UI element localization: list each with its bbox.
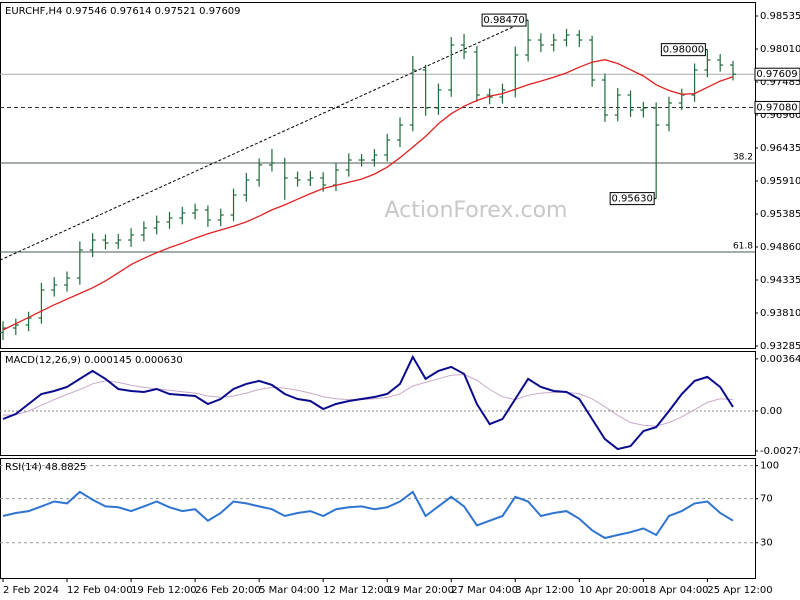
y-tick-label: 0.93285	[760, 341, 800, 352]
x-tick-label: 5 Mar 04:00	[259, 585, 319, 596]
panel-title: RSI(14) 48.8825	[5, 462, 86, 473]
x-tick-label: 10 Apr 20:00	[579, 585, 644, 596]
y-tick-label: 0.96960	[760, 110, 800, 121]
series-line	[2, 354, 734, 451]
level-box	[754, 100, 800, 114]
price-box	[660, 43, 706, 57]
price-box-label: 0.98000	[663, 45, 704, 56]
last-price-label: 0.97609	[756, 69, 797, 80]
y-tick-label: 0.98535	[760, 11, 800, 22]
x-tick-label: 27 Mar 04:00	[451, 585, 518, 596]
y-tick-label: 0.93810	[760, 308, 800, 319]
x-tick-label: 12 Feb 04:00	[67, 585, 133, 596]
x-tick-label: 25 Apr 12:00	[707, 585, 772, 596]
price-box	[481, 13, 527, 27]
x-tick-label: 19 Mar 20:00	[387, 585, 454, 596]
x-tick-label: 12 Mar 12:00	[323, 585, 390, 596]
x-tick-label: 2 Feb 2024	[3, 585, 59, 596]
y-tick-label: 100	[760, 461, 779, 472]
moving-average	[2, 59, 734, 331]
y-tick-label: 0.95385	[760, 209, 800, 220]
last-price-box	[754, 67, 800, 81]
x-tick-label: 18 Apr 04:00	[643, 585, 708, 596]
x-tick-label: 19 Feb 12:00	[131, 585, 197, 596]
panel-frame	[0, 351, 756, 456]
y-tick-label: 0.003641	[760, 354, 800, 365]
y-tick-label: 70	[760, 494, 773, 505]
y-tick-label: -0.002788	[760, 446, 800, 457]
y-tick-label: 30	[760, 538, 773, 549]
y-tick-label: 0.98010	[760, 44, 800, 55]
y-tick-label: 0.94860	[760, 242, 800, 253]
panel-title: EURCHF,H4 0.97546 0.97614 0.97521 0.9760…	[5, 6, 241, 17]
series-line	[2, 373, 734, 427]
panel-title: MACD(12,26,9) 0.000145 0.000630	[5, 355, 183, 366]
series-line	[2, 490, 734, 540]
y-tick-label: 0.96435	[760, 143, 800, 154]
panel-frame	[0, 458, 756, 579]
fib-label: 38.2	[733, 153, 753, 163]
price-box-label: 0.95630	[611, 194, 652, 205]
y-tick-label: 0.94335	[760, 275, 800, 286]
price-box	[609, 192, 655, 206]
x-tick-label: 26 Feb 20:00	[195, 585, 261, 596]
y-tick-label: 0.95910	[760, 176, 800, 187]
trendline	[0, 19, 529, 261]
price-box-label: 0.98470	[483, 15, 524, 26]
y-tick-label: 0.00	[760, 406, 782, 417]
level-label: 0.97080	[756, 102, 797, 113]
watermark: ActionForex.com	[385, 198, 568, 223]
x-tick-label: 3 Apr 12:00	[515, 585, 574, 596]
fib-label: 61.8	[733, 242, 753, 252]
y-tick-label: 0.97485	[760, 77, 800, 88]
panel-frame	[0, 2, 756, 349]
